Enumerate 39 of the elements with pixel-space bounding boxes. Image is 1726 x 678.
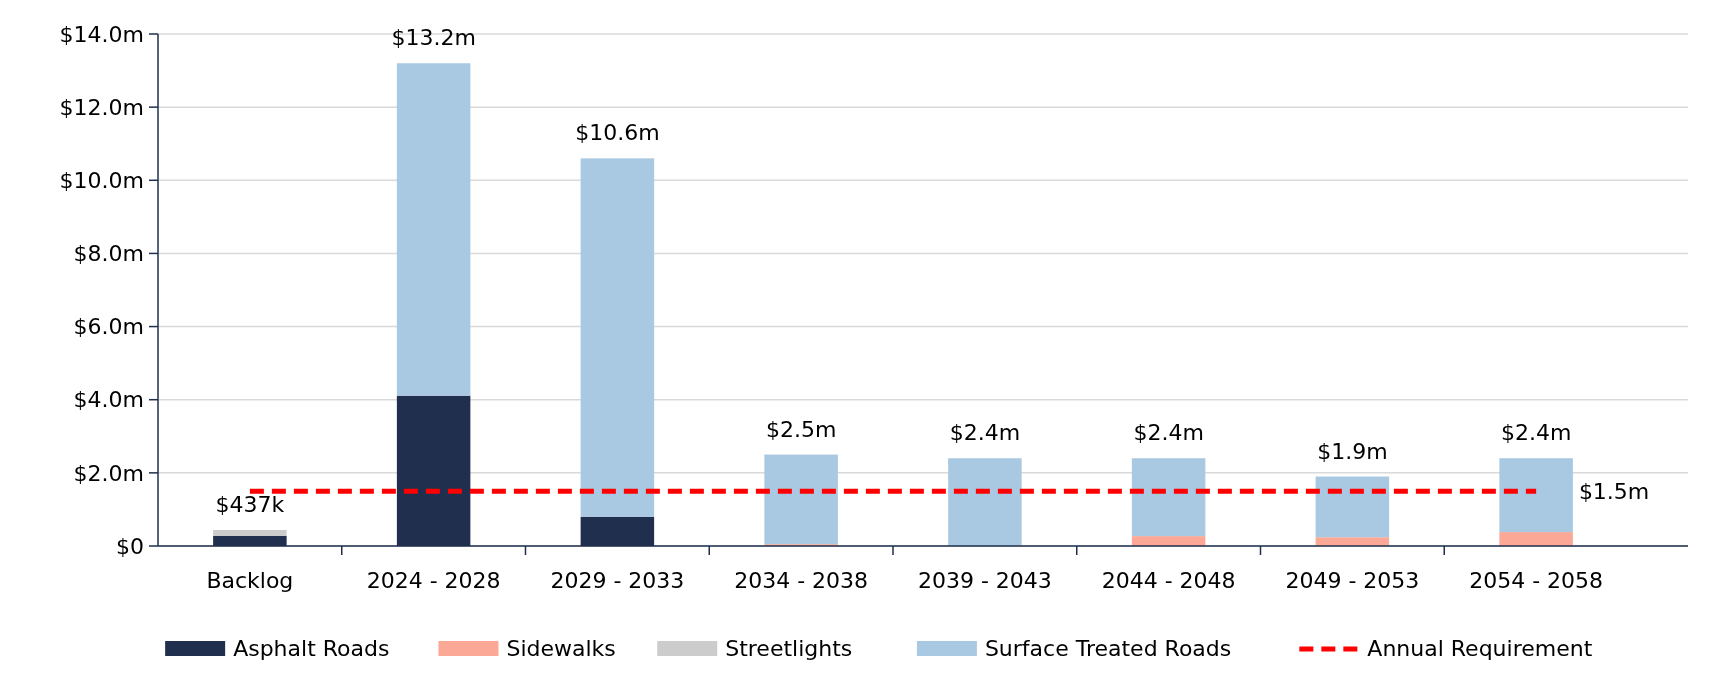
total-label: $2.5m: [765, 416, 837, 442]
bar: [1131, 458, 1206, 537]
bar: [1499, 532, 1573, 546]
bar: [1315, 476, 1390, 538]
y-tick-label: $10.0m: [59, 167, 144, 193]
x-tick-label: 2039 - 2043: [917, 568, 1052, 593]
bar: [396, 63, 471, 396]
bar: [948, 458, 1022, 546]
legend-label: Annual Requirement: [1367, 636, 1593, 661]
bar: [764, 454, 838, 545]
bar: [1499, 458, 1573, 533]
x-tick-label: 2054 - 2058: [1469, 568, 1604, 593]
bar: [213, 530, 287, 536]
y-tick-label: $4.0m: [73, 387, 144, 413]
y-tick-label: $6.0m: [73, 314, 144, 340]
legend-label: Surface Treated Roads: [984, 636, 1232, 661]
total-label: $1.9m: [1317, 438, 1388, 464]
annotation: $1.5m: [1578, 478, 1650, 504]
total-label: $13.2m: [391, 25, 476, 51]
x-tick-label: 2029 - 2033: [550, 568, 685, 593]
total-label: $10.6m: [575, 120, 660, 146]
total-label: $437k: [215, 492, 285, 518]
x-tick-label: 2049 - 2053: [1285, 568, 1420, 593]
y-tick-label: $2.0m: [73, 460, 144, 486]
legend-label: Asphalt Roads: [233, 636, 390, 661]
y-tick-label: $8.0m: [73, 241, 144, 267]
y-tick-label: $12.0m: [59, 94, 144, 120]
x-tick-label: Backlog: [206, 568, 294, 593]
legend-label: Sidewalks: [506, 636, 616, 661]
y-tick-label: $14.0m: [59, 21, 144, 47]
total-label: $2.4m: [1500, 420, 1572, 446]
legend-label: Streetlights: [725, 636, 853, 661]
total-label: $2.4m: [949, 420, 1021, 446]
y-tick-label: $0: [116, 533, 144, 559]
bar: [580, 158, 655, 517]
x-tick-label: 2024 - 2028: [366, 568, 501, 593]
x-tick-label: 2044 - 2048: [1101, 568, 1236, 593]
total-label: $2.4m: [1133, 420, 1204, 446]
x-tick-label: 2034 - 2038: [734, 568, 869, 593]
